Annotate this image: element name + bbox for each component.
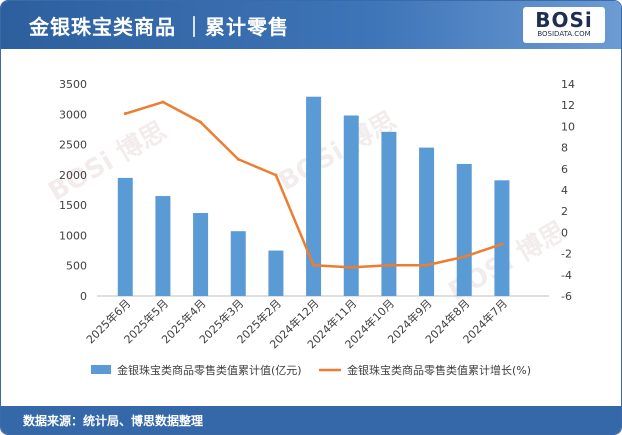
- y-left-tick-label: 3000: [59, 108, 87, 121]
- y-right-tick-label: 14: [561, 78, 575, 91]
- footer-bar: 数据来源：统计局、博思数据整理: [1, 406, 621, 434]
- y-right-tick-label: 6: [561, 163, 568, 176]
- header-bar: 金银珠宝类商品 ｜累计零售 BOSi BOSIDATA.COM: [1, 1, 621, 49]
- bar: [494, 180, 510, 296]
- bar: [155, 196, 171, 296]
- line-point: [387, 263, 391, 267]
- data-source: 数据来源：统计局、博思数据整理: [23, 414, 204, 428]
- line-point: [123, 112, 127, 116]
- y-right-tick-label: 8: [561, 142, 568, 155]
- line-point: [274, 173, 278, 177]
- y-left-tick-label: 2500: [59, 139, 87, 152]
- y-right-tick-label: 4: [561, 184, 568, 197]
- line-point: [312, 263, 316, 267]
- bar: [117, 177, 133, 296]
- bar: [268, 250, 284, 296]
- legend-swatch-bar: [91, 365, 111, 374]
- y-left-tick-label: 1000: [59, 229, 87, 242]
- line-point: [349, 265, 353, 269]
- y-right-tick-label: 12: [561, 99, 575, 112]
- bar: [419, 147, 435, 296]
- bar: [343, 115, 359, 296]
- line-point: [462, 255, 466, 259]
- y-right-tick-label: -4: [561, 269, 572, 282]
- y-left-tick-label: 2000: [59, 169, 87, 182]
- line-point: [199, 120, 203, 124]
- y-left-tick-label: 1500: [59, 199, 87, 212]
- y-left-tick-label: 500: [66, 260, 87, 273]
- logo-subtext: BOSIDATA.COM: [537, 30, 591, 38]
- bar: [456, 163, 472, 296]
- line-point: [425, 263, 429, 267]
- bar: [230, 231, 246, 296]
- page-title: 金银珠宝类商品 ｜累计零售: [29, 15, 289, 39]
- line-point: [236, 157, 240, 161]
- y-right-tick-label: 10: [561, 120, 575, 133]
- logo-text: BOSi: [535, 8, 593, 32]
- bar: [381, 131, 397, 296]
- y-left-tick-label: 3500: [59, 78, 87, 91]
- y-right-tick-label: -6: [561, 290, 572, 303]
- bar: [193, 213, 209, 296]
- legend-label-bar: 金银珠宝类商品零售类值累计值(亿元): [117, 363, 302, 377]
- bosi-logo: BOSi BOSIDATA.COM: [523, 7, 605, 43]
- y-right-tick-label: 2: [561, 205, 568, 218]
- y-right-tick-label: -2: [561, 248, 572, 261]
- legend-label-line: 金银珠宝类商品零售类值累计增长(%): [347, 363, 531, 377]
- bar: [306, 96, 322, 296]
- y-left-tick-label: 0: [80, 290, 87, 303]
- y-right-tick-label: 0: [561, 226, 568, 239]
- line-point: [161, 100, 165, 104]
- line-point: [500, 242, 504, 246]
